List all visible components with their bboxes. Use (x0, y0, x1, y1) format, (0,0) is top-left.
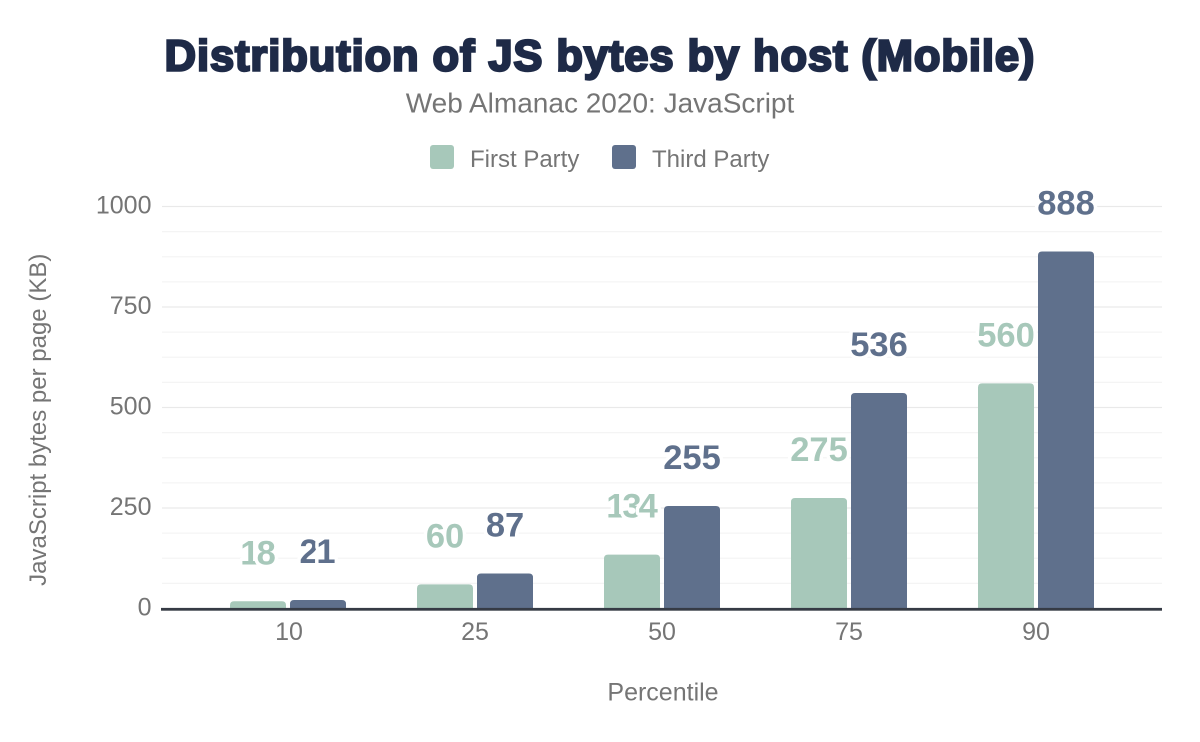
svg-text:75: 75 (835, 618, 863, 646)
svg-text:90: 90 (1022, 618, 1050, 646)
svg-text:First Party: First Party (470, 146, 579, 173)
svg-text:JavaScript bytes per page (KB): JavaScript bytes per page (KB) (25, 254, 52, 586)
svg-text:536: 536 (850, 326, 908, 364)
svg-text:25: 25 (461, 618, 489, 646)
svg-text:560: 560 (977, 316, 1035, 354)
svg-text:134: 134 (606, 488, 658, 526)
svg-text:21: 21 (300, 533, 336, 571)
svg-text:250: 250 (110, 493, 152, 521)
svg-text:1000: 1000 (96, 192, 152, 220)
svg-text:888: 888 (1037, 185, 1095, 223)
svg-text:750: 750 (110, 292, 152, 320)
svg-text:500: 500 (110, 393, 152, 421)
svg-text:255: 255 (663, 439, 721, 477)
svg-text:50: 50 (648, 618, 676, 646)
svg-text:60: 60 (426, 517, 464, 555)
svg-text:Web Almanac 2020: JavaScript: Web Almanac 2020: JavaScript (406, 88, 795, 119)
svg-text:10: 10 (275, 618, 303, 646)
svg-text:87: 87 (486, 507, 524, 545)
svg-text:18: 18 (240, 534, 276, 572)
svg-text:0: 0 (138, 594, 152, 622)
svg-text:Third Party: Third Party (652, 146, 769, 173)
svg-text:Distribution of JS bytes by ho: Distribution of JS bytes by host (Mobile… (165, 33, 1036, 81)
svg-text:Percentile: Percentile (607, 679, 718, 707)
svg-text:275: 275 (790, 431, 848, 469)
